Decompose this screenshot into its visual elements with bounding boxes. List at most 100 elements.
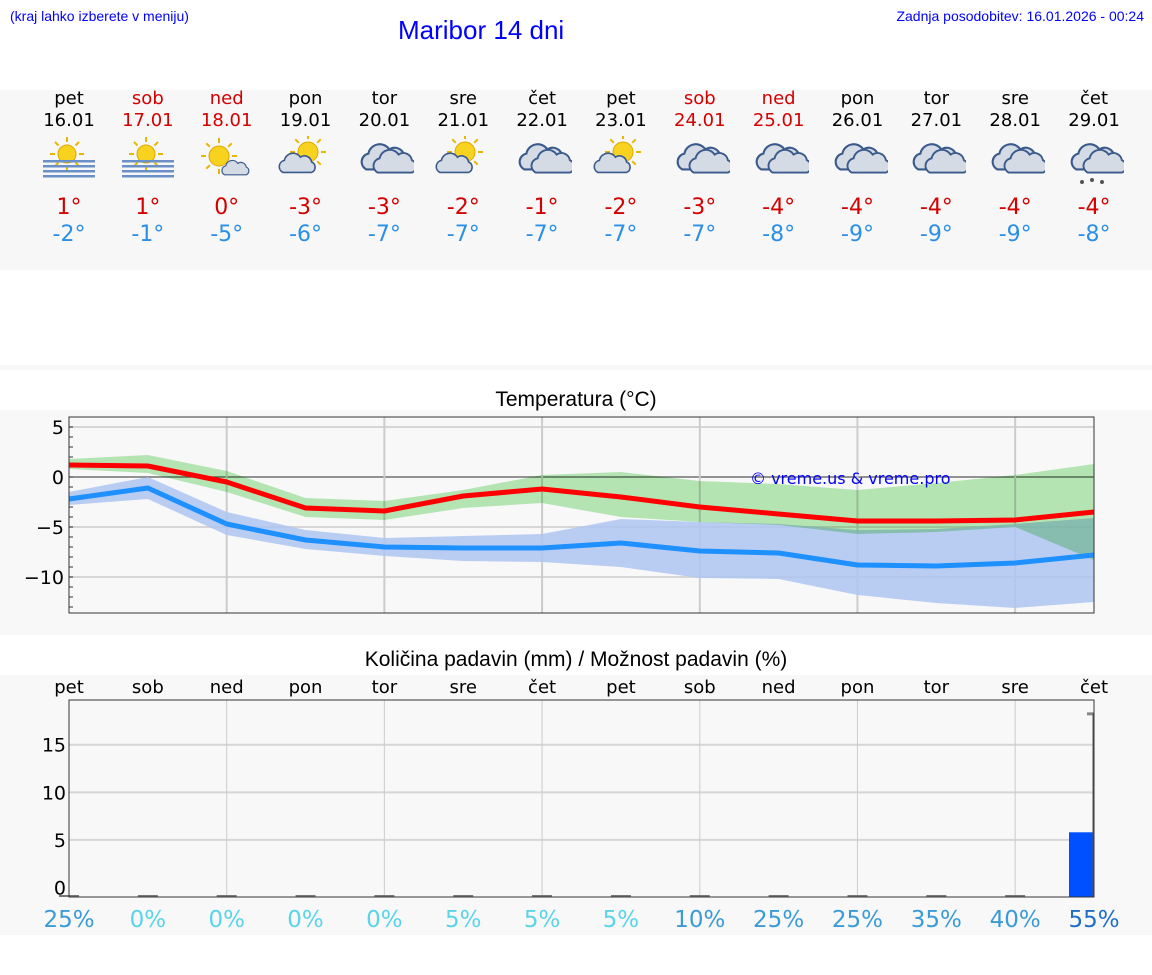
max-temp-band xyxy=(69,455,1094,560)
day-column: pet 16.01 1° -2° xyxy=(29,88,109,248)
precip-probability: 5% xyxy=(445,907,482,933)
precip-probability: 0% xyxy=(287,907,324,933)
max-temp: -2° xyxy=(604,195,638,220)
y-tick-label: 15 xyxy=(42,735,66,757)
day-column: sre 21.01 -2° -7° xyxy=(423,88,503,248)
precip-bar xyxy=(137,895,158,897)
y-tick-label: 10 xyxy=(42,782,66,804)
max-temp: -4° xyxy=(919,195,953,220)
max-temp: -2° xyxy=(446,195,480,220)
min-temp: -5° xyxy=(210,222,244,247)
max-temp: -4° xyxy=(762,195,796,220)
day-of-week: tor xyxy=(371,88,398,109)
precip-bar xyxy=(1069,832,1094,897)
day-date: 19.01 xyxy=(279,110,332,131)
cloudy-icon xyxy=(739,136,819,186)
divider xyxy=(0,365,1152,370)
day-date: 29.01 xyxy=(1068,110,1120,131)
day-of-week: pet xyxy=(54,88,84,109)
cloudy-icon xyxy=(344,136,424,186)
max-temp: -1° xyxy=(525,195,559,220)
day-of-week: sre xyxy=(1001,88,1029,109)
day-date: 20.01 xyxy=(358,110,411,131)
day-column: pon 19.01 -3° -6° xyxy=(266,88,346,248)
precip-probability: 55% xyxy=(1068,907,1119,933)
precip-max-marker xyxy=(1087,712,1094,716)
day-date: 25.01 xyxy=(752,110,805,131)
min-temp-band xyxy=(69,477,1094,608)
max-temp: -3° xyxy=(367,195,401,220)
min-temp: -9° xyxy=(841,222,874,247)
day-of-week: ned xyxy=(209,88,244,109)
min-temp: -7° xyxy=(525,222,559,247)
day-label: ned xyxy=(210,677,244,698)
day-label: tor xyxy=(372,677,398,698)
day-column: ned 18.01 0° -5° xyxy=(187,88,267,248)
min-temp: -7° xyxy=(367,222,401,247)
precip-bar xyxy=(532,895,553,897)
precipitation-chart-title: Količina padavin (mm) / Možnost padavin … xyxy=(364,648,788,671)
max-temp: 1° xyxy=(135,195,161,220)
precip-bar xyxy=(847,895,868,897)
precip-probability: 25% xyxy=(43,907,94,933)
cloudy-icon xyxy=(896,136,976,186)
min-temp: -8° xyxy=(1077,222,1111,247)
max-temp: -4° xyxy=(1077,195,1111,220)
max-temp: -3° xyxy=(289,195,323,220)
max-temp: 0° xyxy=(214,195,240,220)
min-temp: -7° xyxy=(446,222,480,247)
y-tick-label: −5 xyxy=(36,517,64,539)
cloudy-icon xyxy=(975,136,1055,186)
precipitation-chart: pet sob ned pon tor sre čet pet sob ned pon tor sre č… xyxy=(0,675,1152,935)
day-label: sre xyxy=(449,677,476,698)
day-label: čet xyxy=(1080,677,1108,698)
day-label: pet xyxy=(54,677,84,698)
cloud-snow-icon xyxy=(1054,136,1134,186)
day-label: sob xyxy=(684,677,716,698)
day-date: 28.01 xyxy=(989,110,1041,131)
max-temp: -3° xyxy=(683,195,717,220)
day-date: 17.01 xyxy=(122,110,174,131)
day-label: pon xyxy=(841,677,875,698)
min-temp: -9° xyxy=(919,222,953,247)
day-of-week: pon xyxy=(840,88,875,109)
precip-bar xyxy=(453,895,474,897)
day-date: 23.01 xyxy=(595,110,647,131)
plot-frame xyxy=(68,416,1095,614)
precip-probability: 35% xyxy=(911,907,962,933)
precip-bar xyxy=(689,895,710,897)
min-temp: -1° xyxy=(131,222,165,247)
day-of-week: sob xyxy=(131,88,164,109)
min-temp: -9° xyxy=(998,222,1032,247)
precip-probability: 5% xyxy=(524,907,561,933)
cloudy-icon xyxy=(818,136,898,186)
sun-cloud-icon xyxy=(266,134,346,186)
precip-bar xyxy=(216,895,237,897)
min-temp-line xyxy=(68,485,1095,569)
day-of-week: pet xyxy=(606,88,636,109)
precip-probability: 5% xyxy=(603,907,640,933)
cloudy-icon xyxy=(502,136,582,186)
precip-bar xyxy=(768,895,789,897)
min-temp: -8° xyxy=(762,222,796,247)
day-of-week: sre xyxy=(449,88,477,109)
max-temp-line xyxy=(68,462,1095,524)
max-temp: -4° xyxy=(841,195,874,220)
cloudy-icon xyxy=(660,136,740,186)
day-label: sre xyxy=(1001,677,1028,698)
plot-frame xyxy=(68,699,1095,898)
precip-probability: 25% xyxy=(832,907,883,933)
precip-probability: 10% xyxy=(674,907,725,933)
precip-probability: 40% xyxy=(990,907,1041,933)
min-temp: -6° xyxy=(289,222,323,247)
day-label: pet xyxy=(606,677,636,698)
precip-probability: 0% xyxy=(366,907,403,933)
day-column: pet 23.01 -2° -7° xyxy=(581,88,661,248)
day-date: 27.01 xyxy=(910,110,963,131)
day-column: tor 20.01 -3° -7° xyxy=(344,88,424,248)
location-hint: (kraj lahko izberete v meniju) xyxy=(10,8,189,24)
day-of-week: tor xyxy=(923,88,950,109)
sun-fog-icon xyxy=(108,136,188,186)
day-label: pon xyxy=(289,677,323,698)
max-temp: -4° xyxy=(998,195,1032,220)
